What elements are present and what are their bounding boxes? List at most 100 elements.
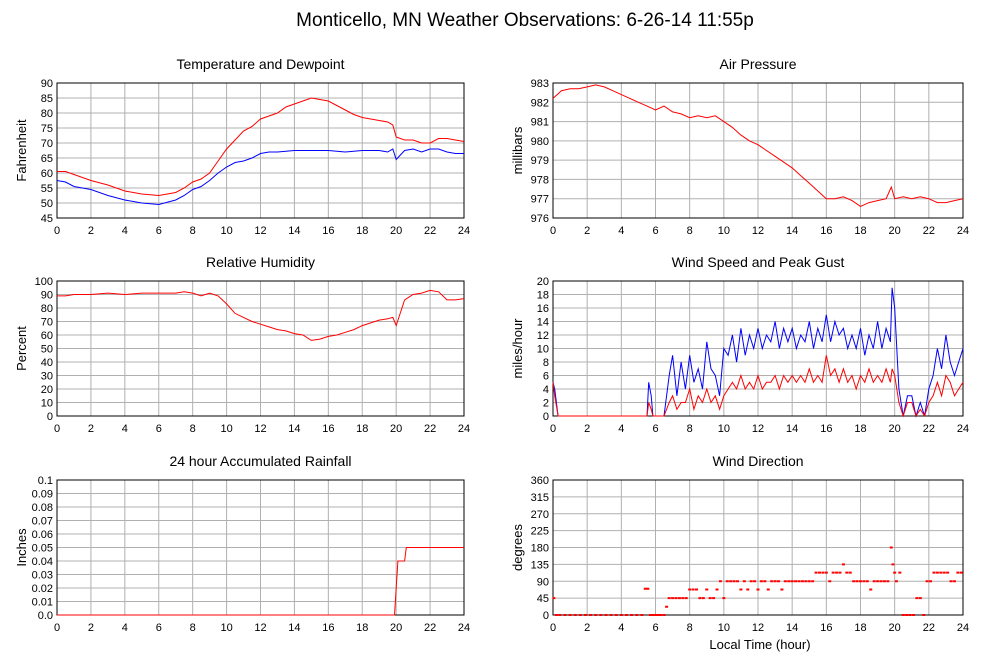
data-point: [929, 580, 933, 583]
data-point: [894, 580, 898, 583]
data-point: [818, 571, 821, 574]
data-point: [674, 597, 678, 600]
data-point: [891, 563, 895, 566]
data-point: [759, 580, 763, 583]
plot-frame: [56, 280, 465, 417]
data-point: [855, 580, 859, 583]
x-tick-label: 24: [957, 622, 969, 634]
x-tick-label: 22: [424, 423, 436, 435]
data-point: [783, 580, 787, 583]
series-line-1: [57, 289, 465, 341]
series-line-1: [552, 84, 964, 207]
chart-title: Air Pressure: [719, 56, 796, 72]
x-tick-label: 20: [889, 423, 901, 435]
x-tick-label: 2: [584, 622, 590, 634]
y-tick-label: 315: [531, 492, 549, 504]
chart-title: Wind Direction: [712, 453, 803, 469]
data-point: [800, 580, 804, 583]
y-tick-label: 30: [41, 371, 53, 383]
y-tick-label: 90: [41, 290, 53, 302]
data-point: [671, 597, 675, 600]
data-point: [739, 588, 743, 591]
series-line-1: [57, 97, 465, 197]
x-tick-label: 22: [923, 225, 935, 237]
data-point: [852, 580, 856, 583]
data-point: [715, 588, 719, 591]
x-tick-label: 4: [618, 225, 624, 237]
y-tick-label: 0.01: [32, 597, 53, 609]
y-tick-label: 70: [41, 138, 53, 150]
x-tick-label: 6: [156, 225, 162, 237]
x-tick-label: 12: [254, 622, 266, 634]
y-tick-label: 0.06: [32, 529, 53, 541]
x-tick-label: 16: [322, 622, 334, 634]
y-tick-label: 0.03: [32, 570, 53, 582]
data-point: [656, 614, 660, 616]
y-tick-label: 4: [543, 384, 549, 396]
data-point: [558, 614, 562, 616]
data-point: [811, 580, 815, 583]
data-point: [659, 614, 663, 616]
x-tick-label: 24: [957, 225, 969, 237]
chart-title: 24 hour Accumulated Rainfall: [169, 453, 351, 469]
plot-frame: [552, 479, 964, 616]
x-tick-label: 18: [854, 225, 866, 237]
x-tick-label: 16: [322, 225, 334, 237]
y-tick-label: 8: [543, 357, 549, 369]
data-point: [648, 614, 652, 616]
y-tick-label: 50: [41, 344, 53, 356]
data-point: [925, 580, 929, 583]
x-tick-label: 14: [288, 225, 300, 237]
data-point: [879, 580, 883, 583]
data-point: [797, 580, 801, 583]
y-tick-label: 60: [41, 168, 53, 180]
data-point: [932, 571, 936, 574]
x-tick-label: 16: [322, 423, 334, 435]
x-tick-label: 18: [356, 622, 368, 634]
x-tick-label: 14: [288, 622, 300, 634]
x-tick-label: 18: [854, 423, 866, 435]
y-tick-label: 225: [531, 526, 549, 538]
x-tick-label: 4: [122, 423, 128, 435]
data-point: [614, 614, 618, 616]
data-point: [698, 597, 702, 600]
x-tick-label: 14: [786, 622, 798, 634]
series-line-2: [56, 148, 464, 206]
data-point: [824, 571, 828, 574]
data-point: [662, 614, 666, 616]
y-axis-label: Percent: [14, 326, 29, 371]
y-tick-label: 80: [41, 108, 53, 120]
x-tick-label: 4: [122, 225, 128, 237]
y-tick-label: 270: [531, 509, 549, 521]
y-tick-label: 16: [537, 303, 549, 315]
data-point: [893, 571, 897, 574]
data-point: [589, 614, 593, 616]
data-point: [568, 614, 572, 616]
data-point: [952, 580, 956, 583]
y-tick-label: 12: [537, 330, 549, 342]
x-tick-label: 6: [652, 225, 658, 237]
y-tick-label: 0.02: [32, 583, 53, 595]
y-tick-label: 982: [531, 97, 549, 109]
y-tick-label: 75: [41, 123, 53, 135]
y-tick-label: 10: [537, 344, 549, 356]
y-tick-label: 2: [543, 398, 549, 410]
x-tick-label: 4: [618, 423, 624, 435]
x-tick-label: 16: [820, 423, 832, 435]
x-tick-label: 12: [752, 622, 764, 634]
y-tick-label: 977: [531, 194, 549, 206]
x-tick-label: 20: [390, 423, 402, 435]
x-tick-label: 8: [687, 423, 693, 435]
x-tick-label: 18: [356, 225, 368, 237]
y-tick-label: 976: [531, 213, 549, 225]
data-point: [732, 580, 736, 583]
y-axis-label: millibars: [510, 126, 525, 174]
y-tick-label: 6: [543, 371, 549, 383]
y-tick-label: 50: [41, 198, 53, 210]
x-tick-label: 6: [652, 622, 658, 634]
x-tick-label: 0: [54, 622, 60, 634]
data-point: [922, 614, 926, 616]
